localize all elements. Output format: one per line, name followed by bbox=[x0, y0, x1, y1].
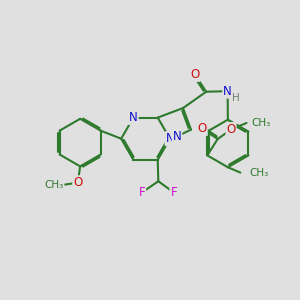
Text: O: O bbox=[198, 122, 207, 135]
Text: F: F bbox=[139, 186, 145, 199]
Text: CH₃: CH₃ bbox=[250, 168, 269, 178]
Text: N: N bbox=[129, 111, 138, 124]
Text: N: N bbox=[223, 85, 232, 98]
Text: N: N bbox=[166, 132, 174, 145]
Text: O: O bbox=[226, 123, 236, 136]
Text: CH₃: CH₃ bbox=[252, 118, 271, 128]
Text: F: F bbox=[170, 186, 177, 199]
Text: CH₃: CH₃ bbox=[44, 180, 64, 190]
Text: O: O bbox=[73, 176, 83, 189]
Text: H: H bbox=[232, 93, 240, 103]
Text: N: N bbox=[173, 130, 182, 143]
Text: O: O bbox=[190, 68, 200, 81]
